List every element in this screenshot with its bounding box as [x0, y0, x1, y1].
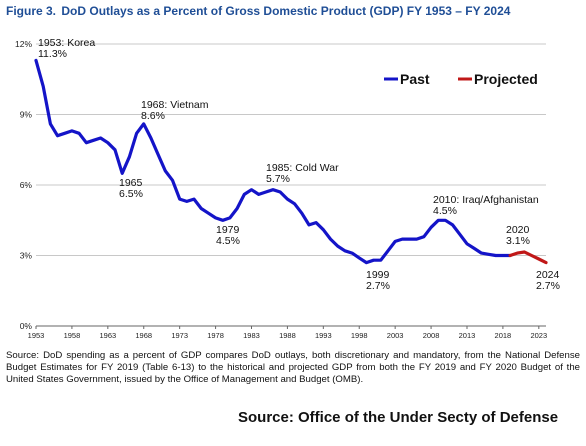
source-note: Source: DoD spending as a percent of GDP…	[6, 350, 580, 385]
annotation-value-8: 2.7%	[536, 280, 560, 292]
footer-source: Source: Office of the Under Secty of Def…	[238, 409, 559, 426]
annotation-value-2: 6.5%	[119, 188, 143, 200]
x-tick-label-0: 1953	[28, 331, 45, 340]
annotation-value-6: 2.7%	[366, 280, 390, 292]
annotation-label-6: 1999	[366, 269, 390, 281]
legend-label-past: Past	[400, 71, 430, 87]
annotation-value-1: 8.6%	[141, 110, 165, 122]
annotation-value-7: 3.1%	[506, 235, 530, 247]
x-tick-label-11: 2008	[423, 331, 440, 340]
x-tick-label-10: 2003	[387, 331, 404, 340]
x-tick-label-1: 1958	[64, 331, 81, 340]
x-tick-label-4: 1973	[171, 331, 188, 340]
annotation-label-4: 1979	[216, 224, 240, 236]
x-tick-label-9: 1998	[351, 331, 368, 340]
y-tick-label-1: 3%	[20, 251, 33, 261]
series-line-projected	[508, 250, 548, 265]
annotation-label-3: 1985: Cold War	[266, 162, 339, 174]
y-tick-label-3: 9%	[20, 110, 33, 120]
y-tick-label-4: 12%	[15, 39, 32, 49]
x-tick-label-13: 2018	[495, 331, 512, 340]
figure-number: Figure 3.	[6, 4, 57, 18]
legend-label-projected: Projected	[474, 71, 538, 87]
annotation-value-5: 4.5%	[433, 205, 457, 217]
x-tick-label-2: 1963	[99, 331, 116, 340]
x-tick-label-5: 1978	[207, 331, 224, 340]
annotation-label-1: 1968: Vietnam	[141, 99, 209, 111]
annotation-label-5: 2010: Iraq/Afghanistan	[433, 194, 539, 206]
x-tick-label-3: 1968	[135, 331, 152, 340]
x-tick-label-12: 2013	[459, 331, 476, 340]
annotation-label-0: 1953: Korea	[38, 37, 95, 49]
y-tick-label-0: 0%	[20, 321, 33, 331]
series-lines	[34, 58, 548, 265]
chart: 0% 3% 6% 9% 12% 1953 1958 1963 1968 1973 1978 1983 1…	[15, 37, 560, 340]
series-line-past	[34, 58, 512, 265]
annotation-value-0: 11.3%	[38, 48, 67, 60]
annotation-label-8: 2024	[536, 269, 560, 281]
gridlines	[36, 43, 546, 256]
axes: 0% 3% 6% 9% 12% 1953 1958 1963 1968 1973 1978 1983 1…	[15, 39, 547, 340]
annotation-label-7: 2020	[506, 224, 530, 236]
legend: Past Projected	[384, 71, 538, 87]
x-tick-label-6: 1983	[243, 331, 260, 340]
y-tick-label-2: 6%	[20, 180, 33, 190]
annotation-value-3: 5.7%	[266, 173, 290, 185]
x-tick-label-7: 1988	[279, 331, 296, 340]
x-tick-label-14: 2023	[530, 331, 547, 340]
figure-title-text: DoD Outlays as a Percent of Gross Domest…	[61, 4, 511, 18]
x-tick-label-8: 1993	[315, 331, 332, 340]
annotation-label-2: 1965	[119, 177, 143, 189]
figure-title: Figure 3. DoD Outlays as a Percent of Gr…	[6, 4, 510, 18]
annotation-value-4: 4.5%	[216, 235, 240, 247]
